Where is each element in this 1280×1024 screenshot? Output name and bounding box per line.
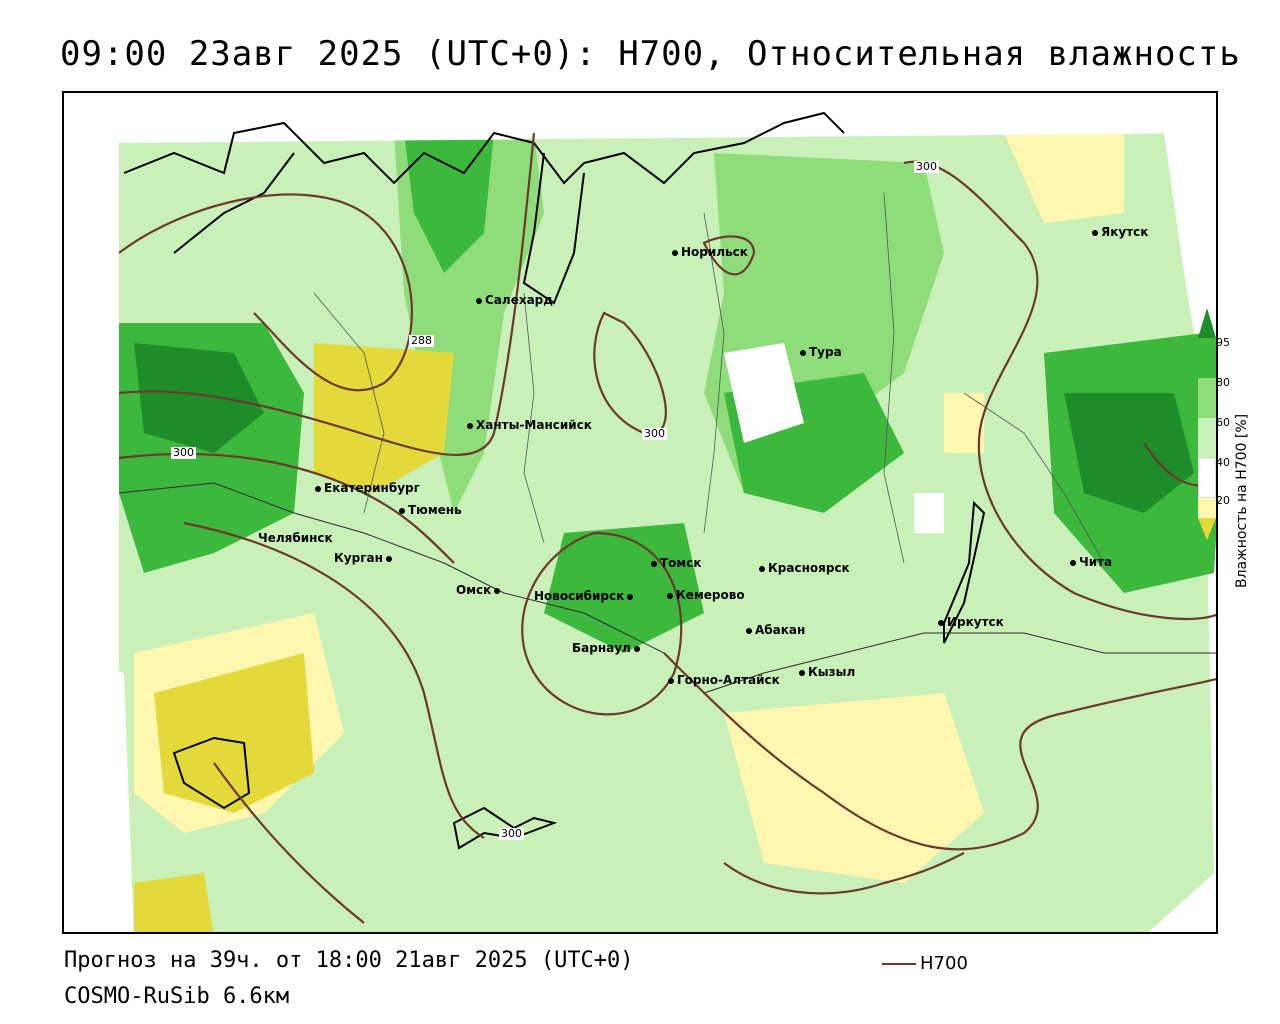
city-irkutsk: Иркутск (938, 615, 1004, 629)
contour-label: 288 (409, 334, 434, 347)
humidity-colorbar: 95 80 60 40 20 (1198, 308, 1230, 540)
moderate-area (724, 343, 804, 443)
contour-legend-line (882, 963, 916, 965)
lake-balkhash (172, 736, 251, 810)
lake-baikal (943, 500, 986, 644)
contour-label: 300 (171, 446, 196, 459)
very-dry-area (134, 873, 214, 932)
region-border (883, 192, 905, 564)
dry-area (724, 693, 984, 883)
contour-label: 300 (499, 827, 524, 840)
legend-tick: 40 (1216, 456, 1230, 469)
city-norilsk: Норильск (672, 245, 748, 259)
city-krasnoyarsk: Красноярск (759, 561, 850, 575)
legend-band-very-dry (1198, 518, 1216, 540)
region-border (703, 212, 725, 534)
legend-band-saturated (1198, 308, 1216, 338)
saturated-area (134, 343, 264, 453)
contour-legend-label: H700 (920, 953, 968, 974)
forecast-info: Прогноз на 39ч. от 18:00 21авг 2025 (UTC… (64, 948, 634, 973)
contour-label: 300 (914, 160, 939, 173)
legend-tick: 95 (1216, 336, 1230, 349)
city-tyumen: Тюмень (399, 503, 462, 517)
h700-contours (118, 132, 1216, 924)
city-yakutsk: Якутск (1092, 225, 1148, 239)
coastline (123, 111, 845, 185)
city-tura: Тура (800, 345, 842, 359)
legend-band-dry (1198, 498, 1216, 518)
legend-band-very-wet (1198, 338, 1216, 378)
map-title: 09:00 23авг 2025 (UTC+0): H700, Относите… (60, 34, 1241, 74)
city-barnaul: Барнаул (572, 641, 643, 655)
very-dry-area (154, 653, 314, 813)
moderate-area (914, 493, 944, 533)
city-kurgan: Курган (334, 551, 395, 565)
coastline (522, 152, 585, 305)
humidity-map: 288 300 300 300 300 Норильск Якутск Сале… (62, 91, 1218, 934)
contour-legend: H700 (882, 953, 968, 974)
very-wet-area (544, 523, 704, 653)
region-border (523, 292, 545, 544)
city-abakan: Абакан (746, 623, 805, 637)
saturated-area (1064, 393, 1194, 513)
city-salekhard: Салехард (476, 293, 553, 307)
lake-issyk-kul (452, 806, 558, 850)
dry-area (944, 393, 984, 453)
legend-tick: 20 (1216, 494, 1230, 507)
legend-band-moderate (1198, 458, 1216, 498)
very-wet-area (404, 133, 494, 273)
very-dry-area (314, 343, 454, 493)
legend-tick: 60 (1216, 416, 1230, 429)
city-kyzyl: Кызыл (799, 665, 855, 679)
city-chelyabinsk: Челябинск (258, 531, 333, 545)
legend-band-wet (1198, 378, 1216, 418)
coastline (173, 152, 295, 254)
city-novosibirsk: Новосибирск (534, 589, 636, 603)
city-chita: Чита (1070, 555, 1112, 569)
legend-band-moist (1198, 418, 1216, 458)
city-khanty-mansiysk: Ханты-Мансийск (467, 418, 592, 432)
region-border (313, 292, 385, 514)
city-kemerovo: Кемерово (667, 588, 745, 602)
city-omsk: Омск (456, 583, 503, 597)
city-tomsk: Томск (651, 556, 702, 570)
model-name: COSMO-RuSib 6.6км (64, 984, 290, 1009)
legend-title: Влажность на H700 [%] (1234, 413, 1250, 588)
city-yekaterinburg: Екатеринбург (315, 481, 420, 495)
legend-tick: 80 (1216, 376, 1230, 389)
dry-area (1004, 133, 1124, 223)
region-border (963, 392, 1105, 564)
map-canvas (64, 93, 1216, 932)
contour-label: 300 (642, 427, 667, 440)
city-gorno-altaysk: Горно-Алтайск (668, 673, 780, 687)
